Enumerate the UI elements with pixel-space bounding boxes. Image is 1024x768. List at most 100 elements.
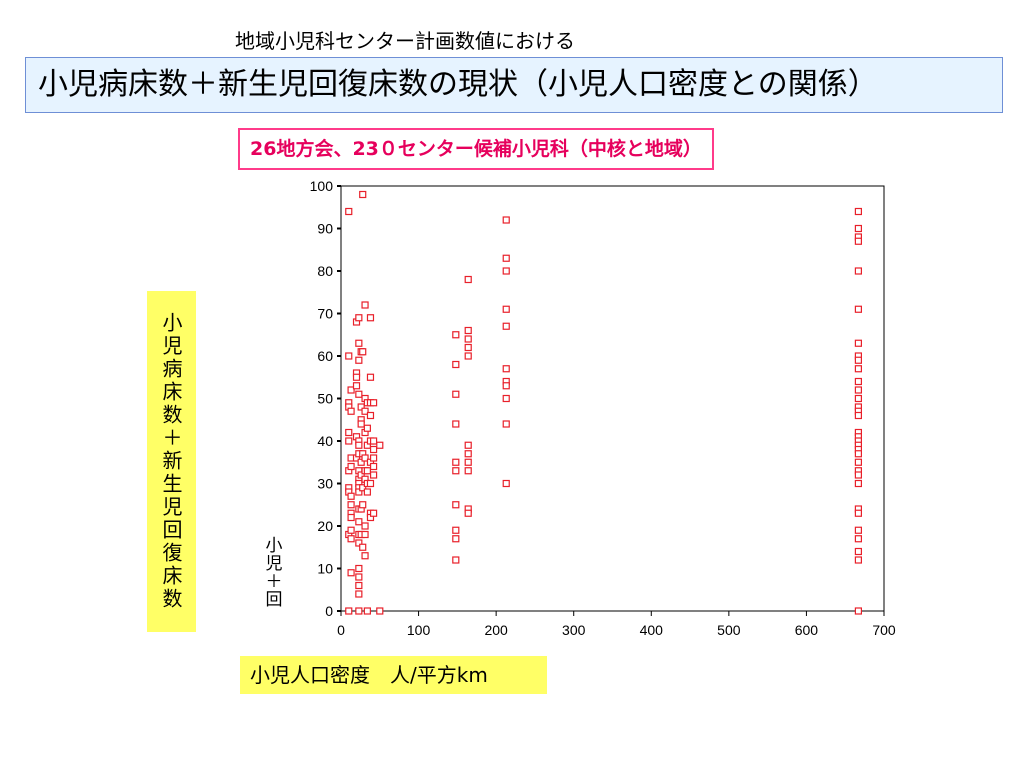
data-point — [359, 501, 367, 509]
x-tick-label: 700 — [872, 622, 896, 638]
data-point — [452, 420, 460, 428]
data-point — [452, 526, 460, 534]
data-point — [854, 509, 863, 517]
data-point — [361, 407, 369, 415]
data-point — [345, 437, 353, 445]
y-tick-label: 60 — [317, 348, 333, 364]
data-point — [854, 458, 863, 466]
data-point — [854, 479, 863, 488]
data-point — [376, 441, 384, 449]
data-point — [464, 450, 472, 458]
x-tick-label: 300 — [562, 622, 586, 638]
data-point — [502, 365, 510, 373]
x-tick-label: 500 — [717, 622, 741, 638]
data-point — [361, 454, 369, 462]
data-point — [502, 216, 510, 224]
data-point — [376, 607, 384, 615]
y-tick-label: 40 — [317, 433, 333, 449]
data-point — [361, 552, 369, 560]
data-point — [355, 488, 363, 496]
data-point — [352, 382, 361, 390]
data-point — [357, 471, 365, 479]
data-point — [464, 458, 472, 466]
data-point — [369, 399, 378, 407]
data-point — [854, 237, 863, 245]
data-point — [366, 479, 375, 488]
data-point — [854, 207, 863, 216]
data-point — [347, 386, 355, 394]
data-point — [464, 275, 472, 284]
data-point — [854, 607, 863, 615]
data-point — [854, 547, 863, 556]
x-tick-label: 0 — [337, 622, 345, 638]
data-point — [369, 454, 378, 462]
x-tick-label: 400 — [640, 622, 664, 638]
y-axis-label-box: 小児病床数＋新生児回復床数 — [147, 291, 196, 632]
data-point — [502, 322, 510, 330]
data-point — [464, 352, 472, 360]
data-point — [464, 335, 472, 343]
data-point — [854, 305, 863, 313]
data-point — [366, 314, 375, 322]
y-axis: 0 10 20 30 40 50 60 70 80 90 100 — [310, 178, 341, 619]
data-point — [464, 343, 472, 352]
data-point — [363, 424, 371, 432]
data-point — [464, 326, 472, 335]
data-point — [366, 373, 375, 381]
data-point — [355, 314, 363, 322]
data-point — [355, 573, 363, 581]
data-point — [854, 535, 863, 543]
data-point — [361, 530, 369, 539]
supertitle: 地域小児科センター計画数値における — [235, 29, 575, 53]
data-point — [359, 484, 367, 492]
data-point — [854, 339, 863, 347]
data-point — [345, 207, 353, 216]
data-point — [355, 339, 363, 347]
y-tick-label: 30 — [317, 476, 333, 492]
data-point — [347, 569, 355, 577]
data-point — [369, 445, 378, 454]
data-point — [502, 394, 510, 403]
data-point — [854, 224, 863, 233]
data-point — [854, 556, 863, 564]
data-point — [359, 190, 367, 199]
data-point — [355, 441, 363, 449]
data-point — [854, 267, 863, 275]
data-point — [355, 356, 363, 364]
data-point — [452, 467, 460, 475]
x-axis-label: 小児人口密度 人/平方km — [240, 656, 547, 694]
data-point — [359, 348, 367, 356]
data-point — [854, 365, 863, 373]
data-point — [464, 509, 472, 517]
data-point — [502, 254, 510, 262]
data-point — [502, 382, 510, 390]
data-point — [464, 441, 472, 449]
data-point — [369, 437, 378, 445]
y-tick-label: 100 — [310, 178, 334, 194]
data-point — [854, 450, 863, 458]
x-axis: 0 100 200 300 400 500 600 700 — [337, 611, 896, 638]
data-point — [355, 607, 363, 615]
data-point — [355, 390, 363, 398]
data-point — [347, 492, 355, 500]
page-title: 小児病床数＋新生児回復床数の現状（小児人口密度との関係） — [25, 57, 1003, 113]
data-point — [452, 535, 460, 543]
data-point — [366, 411, 375, 420]
data-point — [369, 509, 378, 517]
data-point — [854, 471, 863, 479]
y-tick-label: 10 — [317, 561, 333, 577]
data-point — [345, 428, 353, 437]
data-point — [854, 394, 863, 403]
x-tick-label: 100 — [407, 622, 431, 638]
data-point — [854, 526, 863, 534]
data-point — [464, 467, 472, 475]
data-point — [357, 458, 365, 466]
data-point — [502, 479, 510, 488]
data-point — [854, 356, 863, 364]
data-point — [452, 390, 460, 398]
data-point — [355, 518, 363, 526]
chart-subtitle: 26地方会、23０センター候補小児科（中核と地域） — [238, 128, 714, 170]
data-point — [347, 526, 355, 534]
data-point — [369, 471, 378, 479]
